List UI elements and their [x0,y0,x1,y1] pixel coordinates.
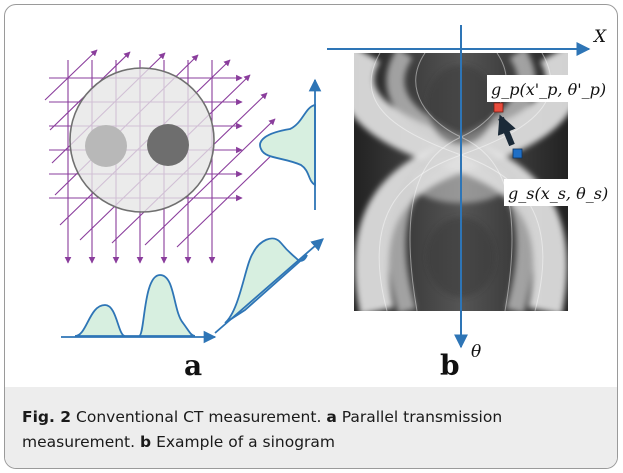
panel-a-label: a [184,349,202,382]
figure-caption: Fig. 2 Conventional CT measurement. a Pa… [22,405,602,455]
figure-canvas: a [44,25,608,382]
caption-part-b-text: Example of a sinogram [156,433,336,451]
caption-title: Conventional CT measurement. [76,408,322,426]
caption-part-b-letter: b [140,433,152,451]
point-p-label: g_p(x'_p, θ'_p) [491,80,606,99]
transfer-arrow [497,114,516,147]
projection-diagonal [214,237,324,334]
caption-part-a-letter: a [326,408,337,426]
point-s-marker [512,148,523,159]
point-p-label-bg [487,75,601,102]
panel-b-label: b [440,349,460,382]
inclusion-dark [147,124,189,166]
figure-frame: a [4,4,618,469]
point-s-label: g_s(x_s, θ_s) [508,184,608,203]
x-axis-label: X [592,27,607,47]
point-s-label-bg [504,179,606,206]
caption-area: Fig. 2 Conventional CT measurement. a Pa… [5,387,617,468]
projection-right [259,78,322,210]
panel-b-diagram: X θ g_p(x'_p, θ'_p) g_s(x_s, θ_s) b [327,25,608,382]
point-p-marker [493,102,504,113]
projection-bottom [61,274,217,344]
caption-part-a-text: Parallel transmission measurement. [22,408,503,451]
object-disk [69,67,215,213]
inclusion-light [85,125,127,167]
theta-axis-label: θ [471,342,481,362]
caption-fig-label: Fig. 2 [22,408,72,426]
panel-a-diagram: a [44,49,324,382]
